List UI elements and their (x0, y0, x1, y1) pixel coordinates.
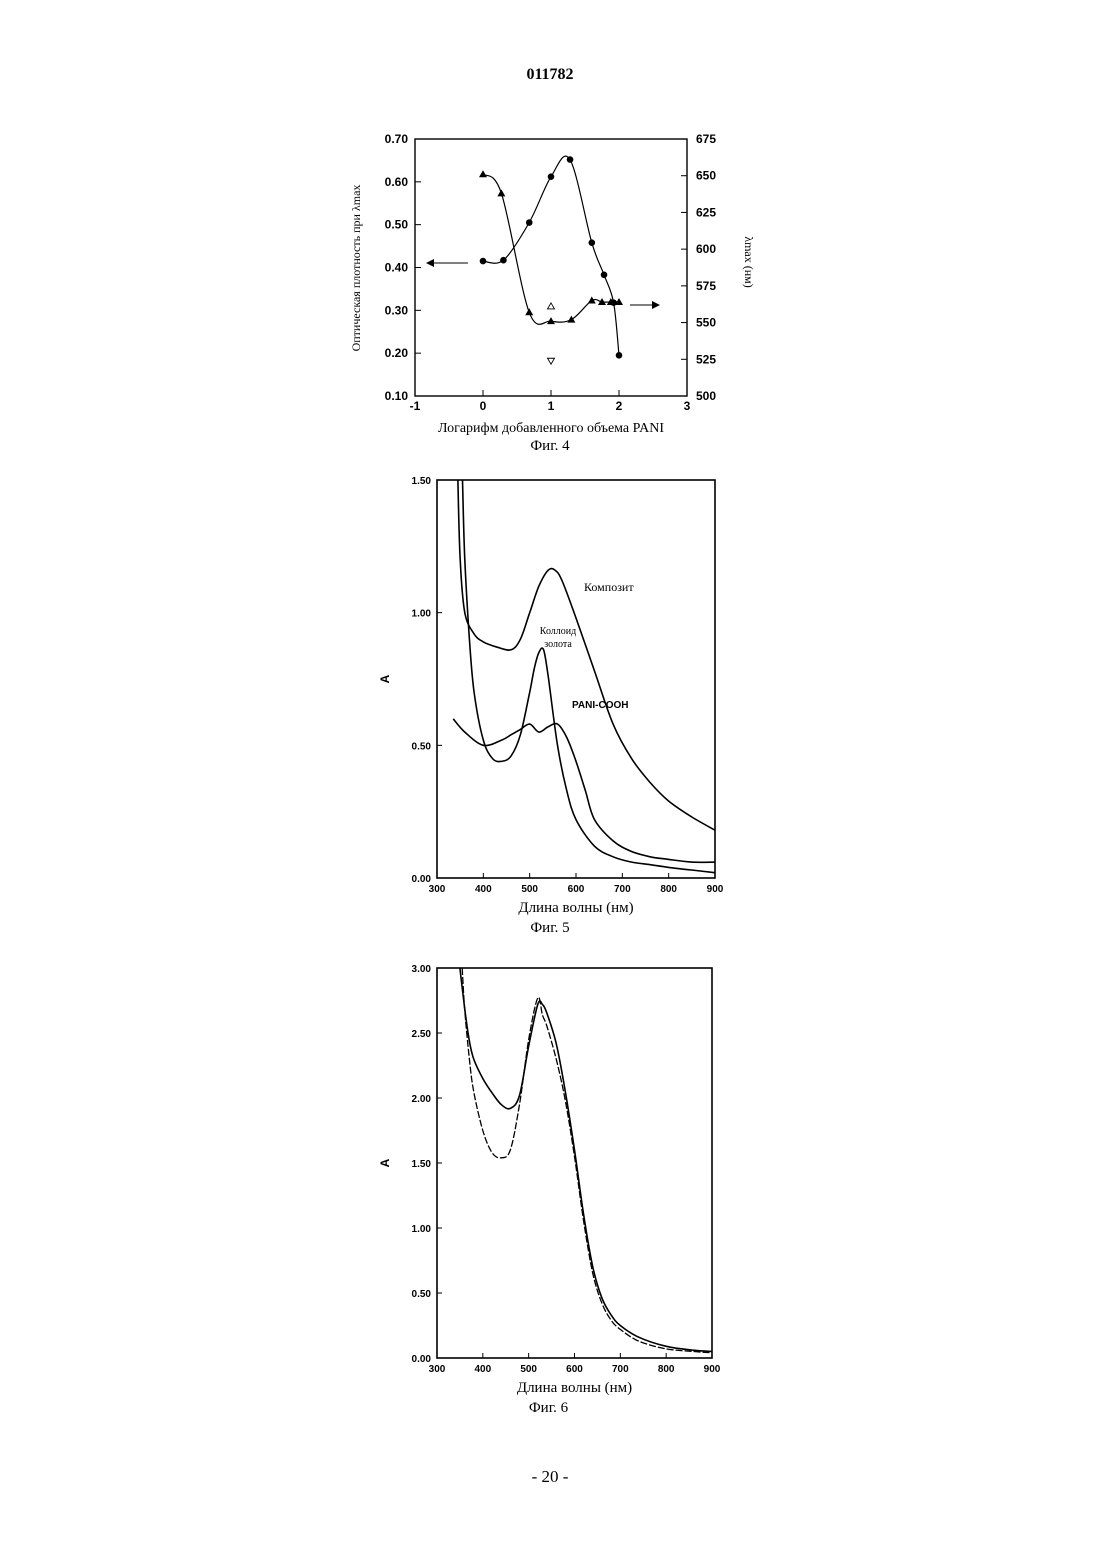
x-tick-label: 500 (521, 884, 538, 895)
y-tick-label: 1.00 (412, 609, 432, 620)
y-right-tick-label: 525 (696, 352, 716, 366)
x-tick-label: 800 (658, 1364, 675, 1375)
y-tick-label: 0.00 (412, 874, 432, 885)
data-point-triangle (525, 308, 533, 315)
x-tick-label: 900 (704, 1364, 721, 1375)
y-tick-label: 1.00 (412, 1224, 432, 1235)
series-line-0 (483, 156, 619, 355)
series-group (453, 480, 715, 873)
plot-frame (437, 968, 712, 1358)
y-tick-label: 1.50 (412, 1159, 432, 1170)
figure-caption: Фиг. 5 (530, 920, 569, 936)
y-tick-label: 0.50 (412, 741, 432, 752)
series-line-2 (453, 719, 715, 862)
series-line-0 (458, 480, 715, 830)
x-tick-label: 900 (707, 884, 724, 895)
data-point-triangle (479, 170, 487, 177)
series-label-composite: Композит (584, 580, 634, 594)
y-left-tick-label: 0.10 (385, 389, 409, 403)
series-label-pani-cooh: PANI-COOH (572, 700, 628, 711)
y-right-tick-label: 650 (696, 169, 716, 183)
y-left-tick-label: 0.40 (385, 261, 409, 275)
y-left-tick-label: 0.50 (385, 218, 409, 232)
x-tick-label: 0 (480, 399, 487, 413)
x-tick-label: 2 (616, 399, 623, 413)
data-point-triangle (547, 317, 555, 324)
x-tick-label: -1 (410, 399, 421, 413)
y-left-tick-label: 0.70 (385, 132, 409, 146)
x-tick-label: 700 (612, 1364, 629, 1375)
figure-5: 300 400 500 600 700 800 900 1.50 1.00 0.50 0.00 A Дл… (378, 476, 724, 936)
x-tick-label: 3 (684, 399, 691, 413)
figure-4: -1 0 1 2 3 0.70 0.60 0.50 0.40 0.30 0.20 0.10 675 650… (349, 132, 756, 454)
series-label-gold-colloid: золота (544, 639, 572, 650)
y-tick-label: 1.50 (412, 476, 432, 487)
data-point-circle (616, 352, 623, 359)
series-line-1 (462, 968, 712, 1353)
y-axis-label: A (378, 674, 392, 683)
data-point-circle (589, 239, 596, 246)
series-line-0 (460, 968, 712, 1352)
data-point-circle (480, 258, 487, 265)
x-tick-label: 500 (520, 1364, 537, 1375)
data-point-open-triangle (548, 303, 555, 309)
x-axis-label: Длина волны (нм) (517, 1380, 632, 1396)
left-axis-arrowhead (426, 259, 434, 267)
y-left-axis-label: Оптическая плотность при λmax (349, 185, 363, 352)
x-tick-label: 300 (429, 1364, 446, 1375)
y-right-tick-label: 600 (696, 242, 716, 256)
x-axis-label: Логарифм добавленного объема PANI (438, 421, 664, 436)
data-point-triangle (497, 189, 505, 196)
y-left-tick-label: 0.60 (385, 175, 409, 189)
figure-caption: Фиг. 4 (530, 438, 570, 454)
y-tick-label: 0.00 (412, 1354, 432, 1365)
series-line-1 (463, 480, 716, 873)
y-axis-label: A (378, 1158, 392, 1167)
x-tick-label: 700 (614, 884, 631, 895)
data-point-circle (526, 219, 533, 226)
figure-6: 300 400 500 600 700 800 900 3.00 2.50 2.00 1.50 1.0… (378, 964, 721, 1416)
x-axis-label: Длина волны (нм) (518, 900, 633, 916)
right-axis-arrowhead (652, 301, 660, 309)
y-tick-label: 3.00 (412, 964, 432, 975)
data-point-circle (567, 156, 574, 163)
data-point-circle (500, 257, 507, 264)
y-tick-label: 2.00 (412, 1094, 432, 1105)
figure-caption: Фиг. 6 (529, 1400, 569, 1416)
y-left-tick-label: 0.30 (385, 303, 409, 317)
y-right-tick-label: 500 (696, 389, 716, 403)
y-right-tick-label: 575 (696, 279, 716, 293)
y-tick-label: 2.50 (412, 1029, 432, 1040)
y-tick-label: 0.50 (412, 1289, 432, 1300)
y-right-axis-label: λmax (нм) (742, 236, 756, 288)
y-right-tick-label: 550 (696, 316, 716, 330)
x-tick-label: 400 (474, 1364, 491, 1375)
data-point-open-triangle-down (548, 358, 555, 364)
x-tick-label: 600 (566, 1364, 583, 1375)
data-point-circle (548, 173, 555, 180)
data-point-triangle (567, 316, 575, 323)
x-tick-label: 400 (475, 884, 492, 895)
x-tick-label: 300 (429, 884, 446, 895)
y-right-tick-label: 675 (696, 132, 716, 146)
page-number: - 20 - (0, 1467, 1100, 1487)
x-tick-label: 600 (568, 884, 585, 895)
x-tick-label: 800 (660, 884, 677, 895)
y-left-tick-label: 0.20 (385, 346, 409, 360)
x-tick-label: 1 (548, 399, 555, 413)
series-line-1 (483, 174, 619, 324)
data-point-circle (601, 271, 608, 278)
series-group (460, 968, 712, 1353)
series-label-gold-colloid: Коллоид (540, 626, 576, 637)
y-right-tick-label: 625 (696, 205, 716, 219)
